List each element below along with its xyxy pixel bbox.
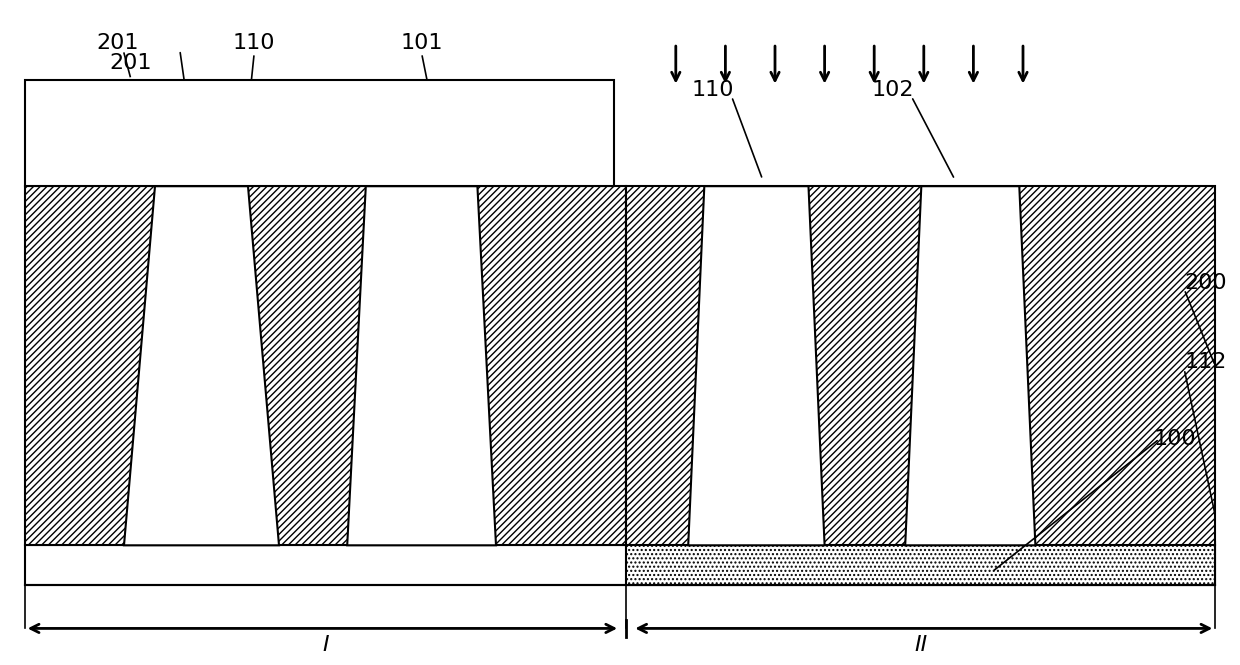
Bar <box>626 186 1215 545</box>
Polygon shape <box>124 186 279 545</box>
Text: 110: 110 <box>692 80 734 100</box>
Bar <box>25 545 1215 585</box>
Bar <box>626 542 1215 585</box>
Bar <box>25 80 614 186</box>
Polygon shape <box>347 186 496 545</box>
Polygon shape <box>905 186 1035 545</box>
Text: 100: 100 <box>1153 429 1195 449</box>
Text: 112: 112 <box>1184 352 1226 372</box>
Text: 201: 201 <box>97 33 139 53</box>
Polygon shape <box>688 186 825 545</box>
Text: I: I <box>322 635 329 655</box>
Text: 101: 101 <box>401 33 443 53</box>
Text: 110: 110 <box>233 33 275 53</box>
Bar <box>25 186 626 545</box>
Text: 200: 200 <box>1184 273 1226 293</box>
Text: 102: 102 <box>872 80 914 100</box>
Text: 201: 201 <box>109 53 151 73</box>
Text: II: II <box>914 635 928 655</box>
